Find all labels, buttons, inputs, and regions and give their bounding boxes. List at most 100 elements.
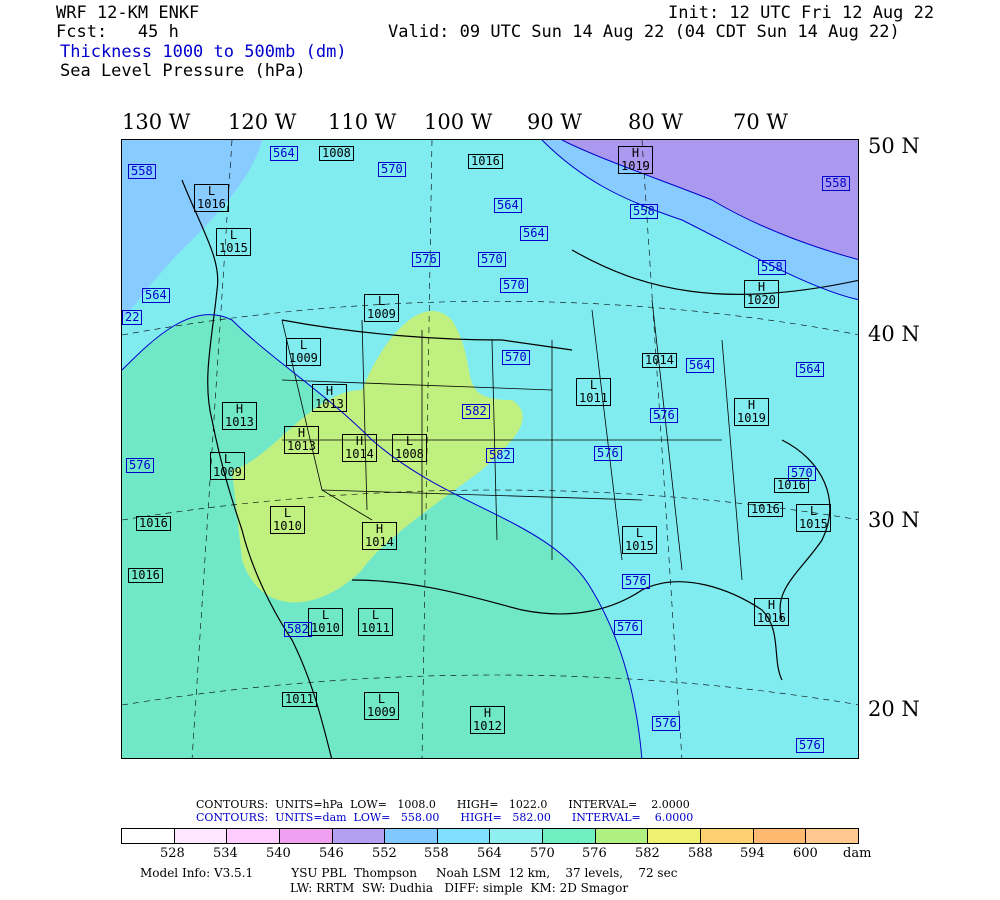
pressure-label: H 1013 [222, 402, 257, 430]
thickness-label: 576 [652, 716, 680, 731]
color-bar-tick: 600 [793, 846, 818, 861]
color-bar-tick: 570 [530, 846, 555, 861]
color-bar-swatch [753, 829, 807, 843]
valid-time: Valid: 09 UTC Sun 14 Aug 22 (04 CDT Sun … [388, 22, 900, 42]
color-bar-swatch [543, 829, 596, 843]
pressure-label: L 1015 [216, 228, 251, 256]
slp-contour-info: CONTOURS: UNITS=hPa LOW= 1008.0 HIGH= 10… [196, 798, 690, 811]
pressure-label: 1008 [319, 146, 354, 161]
pressure-label: L 1011 [576, 378, 611, 406]
color-bar-swatch [806, 829, 858, 843]
thickness-label: 558 [822, 176, 850, 191]
thickness-label: 22 [122, 310, 143, 325]
color-bar-tick: 552 [372, 846, 397, 861]
model-info: Model Info: V3.5.1 YSU PBL Thompson Noah… [140, 866, 678, 880]
color-bar-tick: 582 [635, 846, 660, 861]
pressure-label: L 1009 [210, 452, 245, 480]
thickness-label: 576 [594, 446, 622, 461]
color-bar-swatch [174, 829, 228, 843]
thickness-field-title: Thickness 1000 to 500mb (dm) [60, 42, 347, 62]
thickness-label: 564 [494, 198, 522, 213]
lon-label: 100 W [424, 110, 493, 134]
pressure-label: L 1010 [270, 506, 305, 534]
thickness-label: 582 [284, 622, 312, 637]
thickness-label: 564 [142, 288, 170, 303]
pressure-label: L 1011 [358, 608, 393, 636]
thickness-label: 582 [462, 404, 490, 419]
color-bar-tick: 540 [266, 846, 291, 861]
pressure-label: L 1010 [308, 608, 343, 636]
color-bar-tick: 564 [477, 846, 502, 861]
pressure-label: 1016 [128, 568, 163, 583]
pressure-label: H 1020 [744, 280, 779, 308]
thickness-label: 564 [270, 146, 298, 161]
color-bar-swatch [332, 829, 386, 843]
lon-label: 110 W [328, 110, 397, 134]
color-bar [121, 828, 859, 844]
thickness-label: 558 [128, 164, 156, 179]
thickness-label: 576 [650, 408, 678, 423]
thickness-label: 570 [378, 162, 406, 177]
pressure-label: 1016 [468, 154, 503, 169]
color-bar-unit: dam [843, 846, 872, 861]
lon-label: 90 W [527, 110, 582, 134]
thickness-label: 570 [502, 350, 530, 365]
lat-label: 50 N [868, 134, 920, 158]
pressure-label: 1016 [748, 502, 783, 517]
thickness-label: 576 [614, 620, 642, 635]
pressure-label: H 1019 [618, 146, 653, 174]
thickness-label: 558 [758, 260, 786, 275]
lon-label: 120 W [228, 110, 297, 134]
color-bar-tick: 588 [688, 846, 713, 861]
lat-lon-grid [122, 140, 858, 758]
weather-map: L 1016 L 1015 1008 1016 H 1019 L 1009 L … [121, 139, 859, 759]
thickness-label: 570 [788, 466, 816, 481]
pressure-label: 1014 [642, 353, 677, 368]
thickness-label: 576 [126, 458, 154, 473]
color-bar-tick: 558 [424, 846, 449, 861]
pressure-label: L 1016 [194, 184, 229, 212]
pressure-label: H 1016 [754, 598, 789, 626]
color-bar-swatch [227, 829, 280, 843]
pressure-label: 1016 [136, 516, 171, 531]
lon-label: 80 W [628, 110, 683, 134]
color-bar-swatch [701, 829, 754, 843]
thickness-contour-info: CONTOURS: UNITS=dam LOW= 558.00 HIGH= 58… [196, 811, 694, 824]
pressure-label: H 1013 [284, 426, 319, 454]
pressure-label: L 1009 [286, 338, 321, 366]
color-bar-swatch [122, 829, 175, 843]
pressure-label: H 1012 [470, 706, 505, 734]
thickness-label: 582 [486, 448, 514, 463]
thickness-label: 558 [630, 204, 658, 219]
thickness-label: 576 [796, 738, 824, 753]
model-title: WRF 12-KM ENKF [56, 3, 200, 23]
pressure-label: L 1009 [364, 692, 399, 720]
thickness-label: 564 [520, 226, 548, 241]
color-bar-tick: 594 [740, 846, 765, 861]
color-bar-tick: 576 [582, 846, 607, 861]
lon-label: 70 W [733, 110, 788, 134]
thickness-label: 576 [412, 252, 440, 267]
color-bar-tick: 534 [213, 846, 238, 861]
thickness-label: 564 [686, 358, 714, 373]
thickness-fill-558 [562, 140, 858, 260]
thickness-label: 576 [622, 574, 650, 589]
pressure-label: 1016 [774, 478, 809, 493]
color-bar-swatch [595, 829, 649, 843]
color-bar-swatch [279, 829, 333, 843]
state-borders [281, 299, 743, 581]
color-bar-swatch [490, 829, 544, 843]
pressure-label: H 1014 [362, 522, 397, 550]
coastline [181, 179, 858, 758]
pressure-label: H 1013 [312, 384, 347, 412]
thickness-label: 564 [796, 362, 824, 377]
pressure-label: H 1014 [342, 434, 377, 462]
slp-field-title: Sea Level Pressure (hPa) [60, 61, 306, 81]
pressure-label: L 1008 [392, 434, 427, 462]
lon-label: 130 W [122, 110, 191, 134]
color-bar-swatch [437, 829, 491, 843]
color-bar-tick: 546 [319, 846, 344, 861]
forecast-hour: Fcst: 45 h [56, 22, 179, 42]
lat-label: 40 N [868, 322, 920, 346]
pressure-label: 1011 [282, 692, 317, 707]
